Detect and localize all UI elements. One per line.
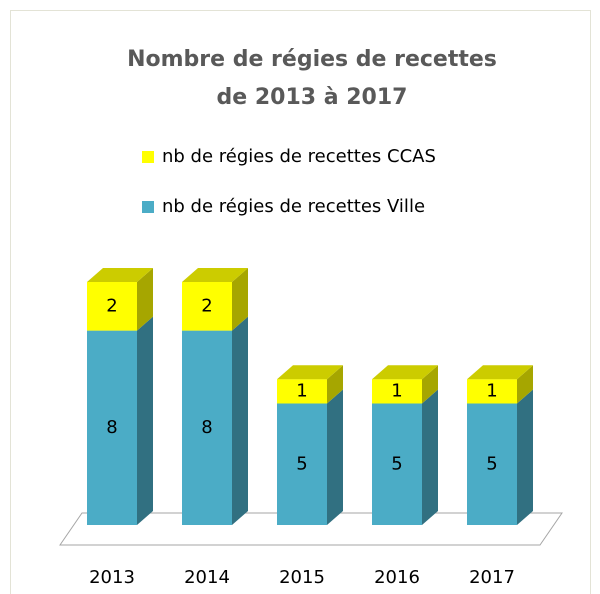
data-label: 2 (106, 295, 117, 316)
bar-side (137, 268, 153, 331)
bar-side (232, 316, 248, 525)
bar-top (277, 365, 343, 380)
bar (372, 389, 438, 525)
chart-title: Nombre de régies de recettes (127, 47, 497, 72)
data-label: 5 (486, 453, 497, 474)
bar (87, 268, 153, 331)
bar-side (517, 389, 533, 525)
bar-front (87, 330, 137, 525)
data-label: 5 (296, 453, 307, 474)
bar-top (87, 268, 153, 282)
bar-side (232, 268, 248, 331)
bar-side (422, 389, 438, 525)
bar-side (327, 389, 343, 525)
bar-front (467, 379, 517, 404)
data-label: 1 (391, 380, 402, 401)
legend-label: nb de régies de recettes CCAS (162, 146, 436, 167)
bar (277, 365, 343, 404)
bar (467, 389, 533, 525)
bar-front (372, 403, 422, 525)
bar-side (422, 365, 438, 404)
bar-front (467, 403, 517, 525)
bar-top (182, 268, 248, 282)
bar-top (467, 365, 533, 380)
bar-front (372, 379, 422, 404)
bar (467, 365, 533, 404)
data-label: 1 (486, 380, 497, 401)
x-tick-label: 2016 (374, 567, 420, 588)
bar-front (277, 403, 327, 525)
bar-side (517, 365, 533, 404)
legend-label: nb de régies de recettes Ville (162, 196, 425, 217)
bar (182, 316, 248, 525)
bar-front (87, 282, 137, 331)
data-label: 8 (106, 417, 117, 438)
bar (182, 268, 248, 331)
data-label: 1 (296, 380, 307, 401)
bar-side (327, 365, 343, 404)
bar (87, 316, 153, 525)
x-tick-label: 2017 (469, 567, 515, 588)
bar (277, 389, 343, 525)
bar (372, 365, 438, 404)
x-tick-label: 2015 (279, 567, 325, 588)
bar-front (277, 379, 327, 404)
x-tick-label: 2014 (184, 567, 230, 588)
bar-front (182, 330, 232, 525)
data-label: 5 (391, 453, 402, 474)
legend-swatch (142, 201, 154, 213)
bar-top (372, 365, 438, 380)
bar-side (137, 316, 153, 525)
x-tick-label: 2013 (89, 567, 135, 588)
bar-front (182, 282, 232, 331)
chart-title: de 2013 à 2017 (217, 85, 408, 110)
data-label: 8 (201, 417, 212, 438)
legend-swatch (142, 151, 154, 163)
data-label: 2 (201, 295, 212, 316)
